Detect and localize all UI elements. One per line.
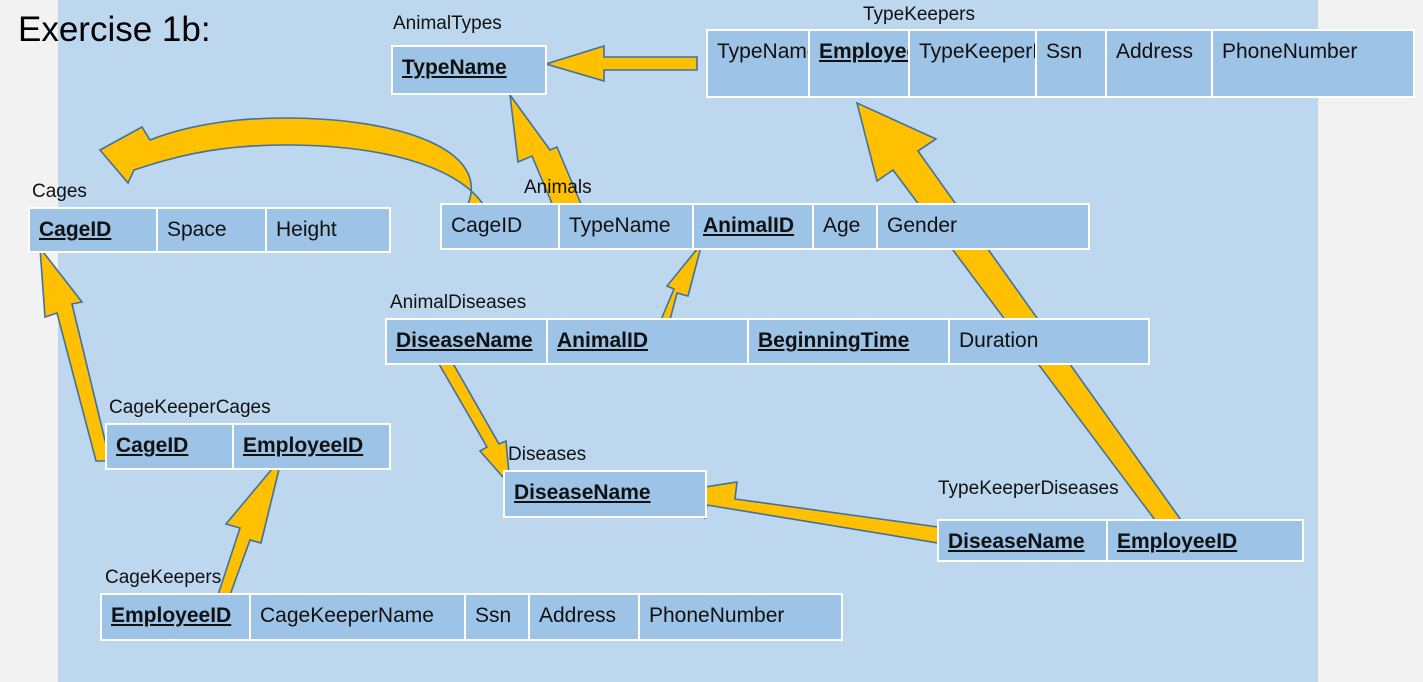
- table-type-keeper-diseases: DiseaseName EmployeeID: [937, 519, 1304, 562]
- column-phonenumber: PhoneNumber: [1222, 40, 1358, 63]
- table-type-keepers: TypeName EmployeeID TypeKeeperName Ssn A…: [706, 29, 1415, 98]
- column-employeeid: EmployeeID: [810, 31, 910, 96]
- table-label-cage-keeper-cages: CageKeeperCages: [109, 397, 271, 418]
- column-diseasename: DiseaseName: [939, 521, 1108, 560]
- table-animal-diseases: DiseaseName AnimalID BeginningTime Durat…: [385, 318, 1150, 365]
- column-space: Space: [158, 209, 267, 251]
- column-diseasename: DiseaseName: [387, 320, 548, 363]
- table-label-type-keepers: TypeKeepers: [863, 4, 975, 25]
- table-label-animal-diseases: AnimalDiseases: [390, 292, 527, 313]
- column-employeeid: EmployeeID: [243, 434, 364, 457]
- table-label-diseases: Diseases: [508, 444, 587, 465]
- arrow-cagekeepercages-to-cages: [39, 245, 112, 462]
- column-address: Address: [530, 595, 640, 639]
- column-cagekeepername: CageKeeperName: [251, 595, 466, 639]
- column-employeeid: EmployeeID: [1117, 530, 1238, 553]
- column-age: Age: [814, 205, 878, 248]
- table-cage-keeper-cages: CageID EmployeeID: [105, 423, 391, 470]
- column-beginningtime: BeginningTime: [749, 320, 950, 363]
- column-animalid: AnimalID: [694, 205, 814, 248]
- table-label-animal-types: AnimalTypes: [393, 13, 502, 34]
- table-label-animals: Animals: [524, 177, 592, 198]
- column-ssn: Ssn: [1037, 31, 1107, 96]
- column-typename: TypeName: [708, 31, 810, 96]
- column-cageid: CageID: [107, 425, 234, 468]
- column-diseasename: DiseaseName: [514, 481, 651, 504]
- column-cageid: CageID: [30, 209, 158, 251]
- column-height: Height: [276, 218, 337, 241]
- table-cages: CageID Space Height: [28, 207, 391, 253]
- table-cage-keepers: EmployeeID CageKeeperName Ssn Address Ph…: [100, 593, 843, 641]
- table-animals: CageID TypeName AnimalID Age Gender: [440, 203, 1090, 250]
- column-cageid: CageID: [442, 205, 560, 248]
- column-typekeepername: TypeKeeperName: [910, 31, 1037, 96]
- column-typename: TypeName: [402, 56, 507, 79]
- column-employeeid: EmployeeID: [102, 595, 251, 639]
- column-typename: TypeName: [560, 205, 694, 248]
- table-label-cages: Cages: [32, 181, 87, 202]
- column-gender: Gender: [887, 214, 958, 237]
- column-animalid: AnimalID: [548, 320, 749, 363]
- column-address: Address: [1107, 31, 1213, 96]
- table-label-type-keeper-diseases: TypeKeeperDiseases: [938, 478, 1119, 499]
- arrow-animals-to-cages: [98, 117, 485, 205]
- table-label-cage-keepers: CageKeepers: [105, 567, 222, 588]
- arrow-cagekeepers-to-cagekeepercages: [216, 456, 283, 596]
- table-animal-types: TypeName: [391, 45, 547, 95]
- arrow-typekeeperdiseases-to-typekeepers: [855, 101, 1183, 521]
- column-duration: Duration: [959, 329, 1039, 352]
- slide-title: Exercise 1b:: [18, 10, 211, 49]
- arrow-typekeepers-to-animaltypes: [543, 44, 698, 83]
- arrow-animaldiseases-to-diseases: [437, 359, 512, 488]
- table-diseases: DiseaseName: [503, 470, 707, 518]
- column-ssn: Ssn: [466, 595, 530, 639]
- column-phonenumber: PhoneNumber: [649, 604, 785, 627]
